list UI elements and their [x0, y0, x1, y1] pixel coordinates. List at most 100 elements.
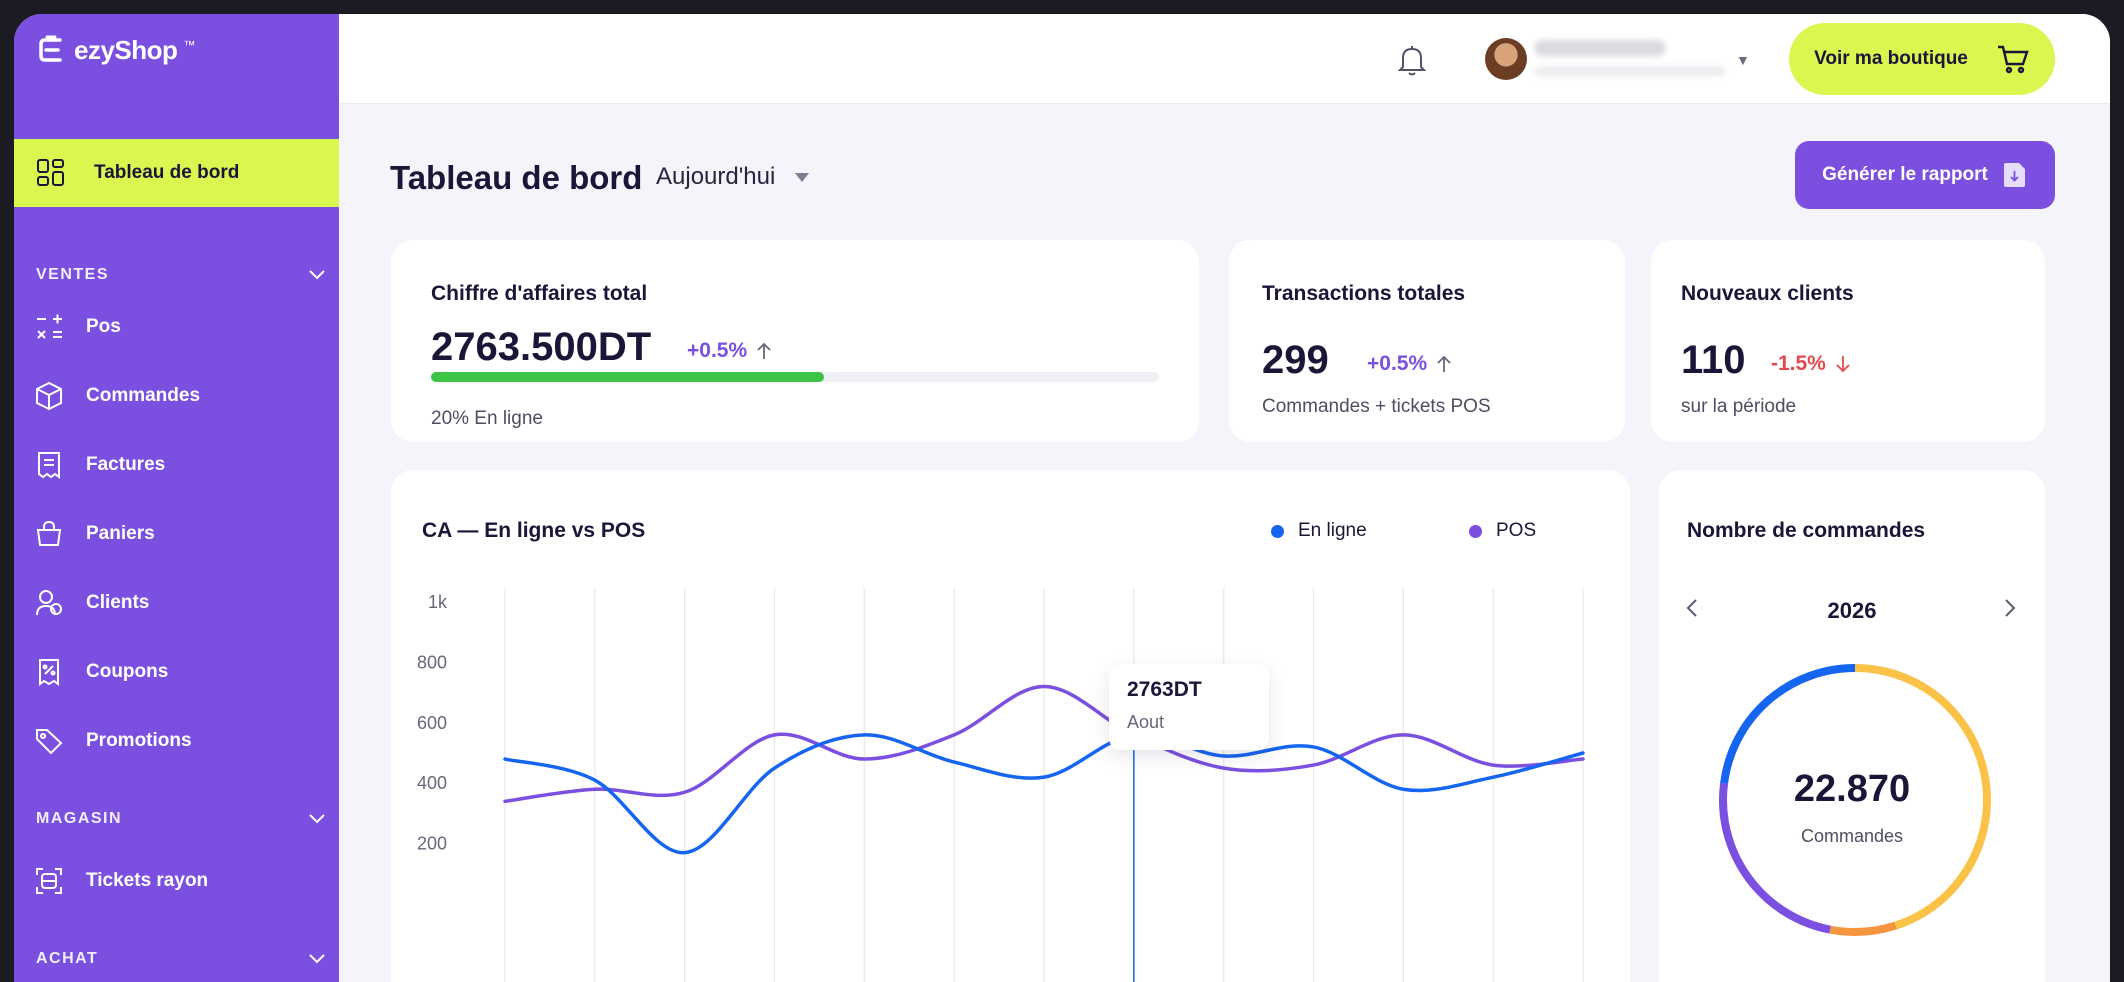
period-select[interactable]: Aujourd'hui [656, 163, 810, 191]
generate-report-label: Générer le rapport [1822, 164, 1988, 185]
sidebar-item-factures[interactable]: Factures [32, 448, 165, 482]
revenue-delta: +0.5% [687, 339, 771, 363]
clients-delta: -1.5% [1771, 352, 1850, 376]
logo-icon [39, 35, 62, 62]
section-ventes[interactable]: VENTES [36, 266, 326, 284]
arrow-up-icon [757, 342, 771, 359]
sidebar-item-label: Commandes [86, 385, 201, 406]
brand-trademark: ™ [183, 38, 196, 52]
avatar[interactable] [1485, 38, 1527, 80]
caret-down-icon [795, 172, 810, 182]
basket-icon [32, 517, 66, 551]
sidebar-item-commandes[interactable]: Commandes [32, 379, 200, 413]
donut-slice-1 [1719, 664, 1991, 936]
y-tick-label: 200 [417, 834, 447, 854]
year-label: 2026 [1827, 598, 1877, 623]
users-icon [32, 586, 66, 620]
sidebar-item-promotions[interactable]: Promotions [32, 724, 192, 758]
section-achat[interactable]: ACHAT [36, 950, 326, 968]
sidebar-item-label: Promotions [86, 730, 192, 751]
section-magasin[interactable]: MAGASIN [36, 810, 326, 828]
receipt-icon [32, 448, 66, 482]
revenue-value: 2763.500DT [431, 325, 652, 369]
y-tick-label: 800 [417, 652, 447, 672]
orders-label: Commandes [1800, 826, 1904, 846]
sidebar-item-label: Factures [86, 454, 166, 475]
y-tick-label: 400 [417, 773, 447, 793]
chevron-left-icon[interactable] [1685, 598, 1699, 618]
period-value: Aujourd'hui [656, 163, 776, 190]
sidebar-item-label: Coupons [86, 661, 169, 682]
donut-slice-3 [1719, 664, 1991, 936]
arrow-down-icon [1836, 356, 1850, 373]
delta-value: +0.5% [1367, 352, 1428, 375]
series-line-pos[interactable] [503, 684, 1585, 804]
user-email-blurred [1535, 66, 1725, 76]
sidebar-item-dashboard[interactable]: Tableau de bord [14, 139, 339, 207]
tooltip-value: 2763DT [1127, 678, 1202, 701]
card-title: Nombre de commandes [1687, 519, 1926, 542]
orders-donut-chart [1719, 664, 1991, 936]
new-clients-card: Nouveaux clients 110 -1.5% sur la périod… [1651, 240, 2045, 442]
arrow-up-icon [1437, 355, 1451, 372]
user-name-blurred[interactable] [1535, 40, 1665, 56]
transactions-card: Transactions totales 299 +0.5% Commandes… [1229, 240, 1625, 442]
line-chart-card: CA — En ligne vs POS En ligne POS 1k 800 6… [391, 470, 1630, 982]
legend-label: En ligne [1298, 520, 1367, 541]
scan-icon [32, 864, 66, 898]
donut-slice-2 [1719, 664, 1991, 936]
card-title: Nouveaux clients [1681, 282, 1854, 305]
delta-value: +0.5% [687, 339, 748, 362]
y-tick-label: 1k [428, 592, 448, 612]
online-progress-bar [431, 372, 1159, 382]
sidebar-item-label: Pos [86, 316, 121, 337]
chart-tooltip: 2763DT Aout [1109, 664, 1269, 750]
chevron-down-icon [309, 270, 325, 280]
y-tick-label: 600 [417, 713, 447, 733]
chevron-down-icon [309, 954, 325, 964]
transactions-value: 299 [1262, 338, 1329, 382]
orders-card: Nombre de commandes 2026 22.870 Commande… [1659, 470, 2045, 982]
tag-icon [32, 724, 66, 758]
series-line-online[interactable] [503, 732, 1585, 855]
sidebar-item-tickets-rayon[interactable]: Tickets rayon [32, 864, 208, 898]
legend-dot-pos [1469, 524, 1482, 538]
legend-label: POS [1496, 520, 1537, 541]
sidebar: ezyShop ™ Tableau de bord VENTES Pos [14, 14, 339, 982]
caret-down-icon[interactable]: ▼ [1736, 52, 1750, 68]
sidebar-item-coupons[interactable]: Coupons [32, 655, 168, 689]
sidebar-item-label: Paniers [86, 523, 155, 544]
card-subtext: 20% En ligne [431, 408, 543, 429]
delta-value: -1.5% [1771, 352, 1826, 375]
section-label: MAGASIN [36, 810, 123, 827]
download-file-icon [2003, 163, 2025, 187]
orders-total: 22.870 [1793, 768, 1911, 810]
chevron-down-icon [309, 814, 325, 824]
revenue-card: Chiffre d'affaires total 2763.500DT +0.5… [391, 240, 1199, 442]
legend-dot-online [1271, 524, 1284, 538]
sidebar-item-pos[interactable]: Pos [32, 310, 121, 344]
sidebar-item-paniers[interactable]: Paniers [32, 517, 155, 551]
coupon-icon [32, 655, 66, 689]
dashboard-icon [34, 156, 68, 190]
card-title: Transactions totales [1262, 282, 1466, 305]
legend-item-online[interactable]: En ligne [1271, 520, 1367, 542]
legend-item-pos[interactable]: POS [1469, 520, 1536, 542]
tooltip-label: Aout [1127, 712, 1165, 732]
section-label: VENTES [36, 266, 110, 283]
brand-name: ezyShop [74, 34, 178, 65]
chevron-right-icon[interactable] [2003, 598, 2017, 618]
line-chart[interactable]: 1k 800 600 400 200 [391, 470, 1630, 982]
section-label: ACHAT [36, 950, 99, 967]
clients-value: 110 [1681, 338, 1746, 382]
transactions-delta: +0.5% [1367, 352, 1451, 376]
view-shop-button[interactable]: Voir ma boutique [1789, 23, 2055, 95]
top-bar: ▼ Voir ma boutique [339, 14, 2110, 104]
card-subtext: sur la période [1681, 396, 1797, 417]
cart-icon [1997, 45, 2029, 74]
generate-report-button[interactable]: Générer le rapport [1795, 141, 2055, 209]
sidebar-item-clients[interactable]: Clients [32, 586, 149, 620]
bell-icon[interactable] [1397, 44, 1427, 81]
view-shop-label: Voir ma boutique [1814, 48, 1968, 69]
brand-logo[interactable]: ezyShop ™ [36, 34, 195, 66]
